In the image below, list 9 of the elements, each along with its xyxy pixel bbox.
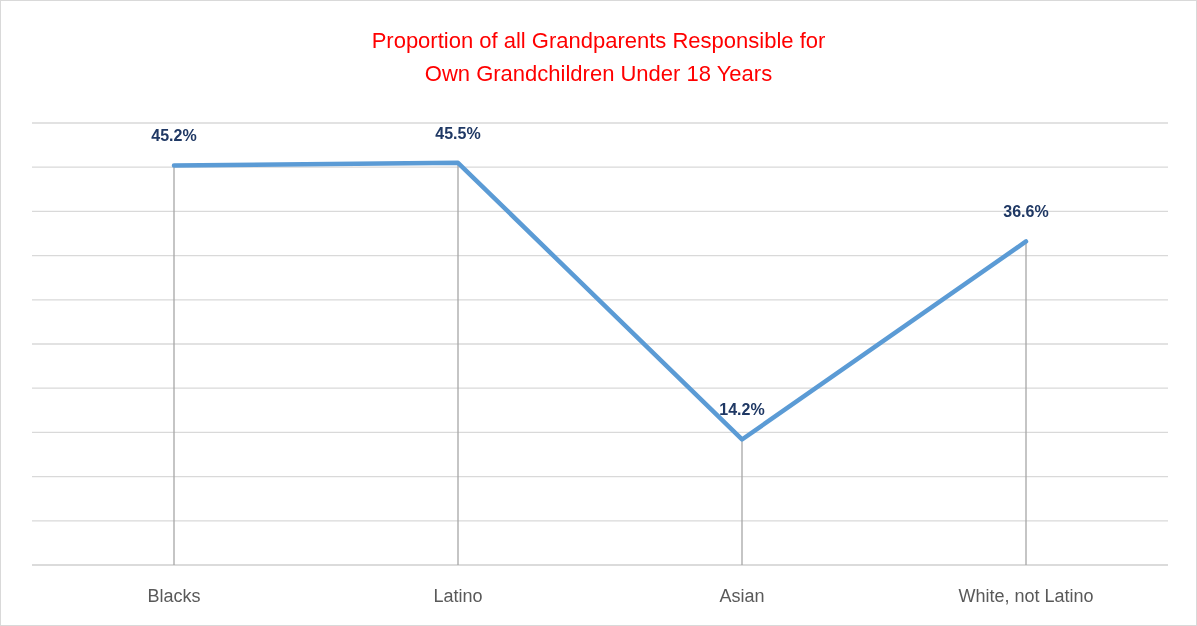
data-label: 36.6% — [1003, 203, 1049, 221]
data-label: 45.2% — [151, 127, 197, 145]
x-tick-label: Asian — [719, 586, 765, 606]
x-tick-label: Blacks — [147, 586, 201, 606]
x-tick-label: White, not Latino — [958, 586, 1094, 606]
x-tick-label: Latino — [433, 586, 483, 606]
data-label: 14.2% — [719, 401, 765, 419]
data-label: 45.5% — [435, 124, 481, 142]
chart-title: Proportion of all Grandparents Responsible for Own Grandchildren Under 18 Years — [371, 28, 826, 86]
